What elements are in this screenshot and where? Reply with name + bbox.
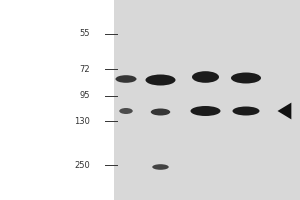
Ellipse shape <box>146 74 176 86</box>
Ellipse shape <box>232 107 260 116</box>
Ellipse shape <box>116 75 136 83</box>
Text: 130: 130 <box>74 116 90 126</box>
Ellipse shape <box>231 72 261 84</box>
Text: 72: 72 <box>80 64 90 73</box>
Text: 55: 55 <box>80 29 90 38</box>
Text: 250: 250 <box>74 160 90 170</box>
Polygon shape <box>278 103 291 119</box>
Ellipse shape <box>190 106 220 116</box>
Ellipse shape <box>119 108 133 114</box>
Ellipse shape <box>151 108 170 116</box>
Bar <box>114 0 300 200</box>
Text: 95: 95 <box>80 92 90 100</box>
Ellipse shape <box>152 164 169 170</box>
Ellipse shape <box>192 71 219 83</box>
